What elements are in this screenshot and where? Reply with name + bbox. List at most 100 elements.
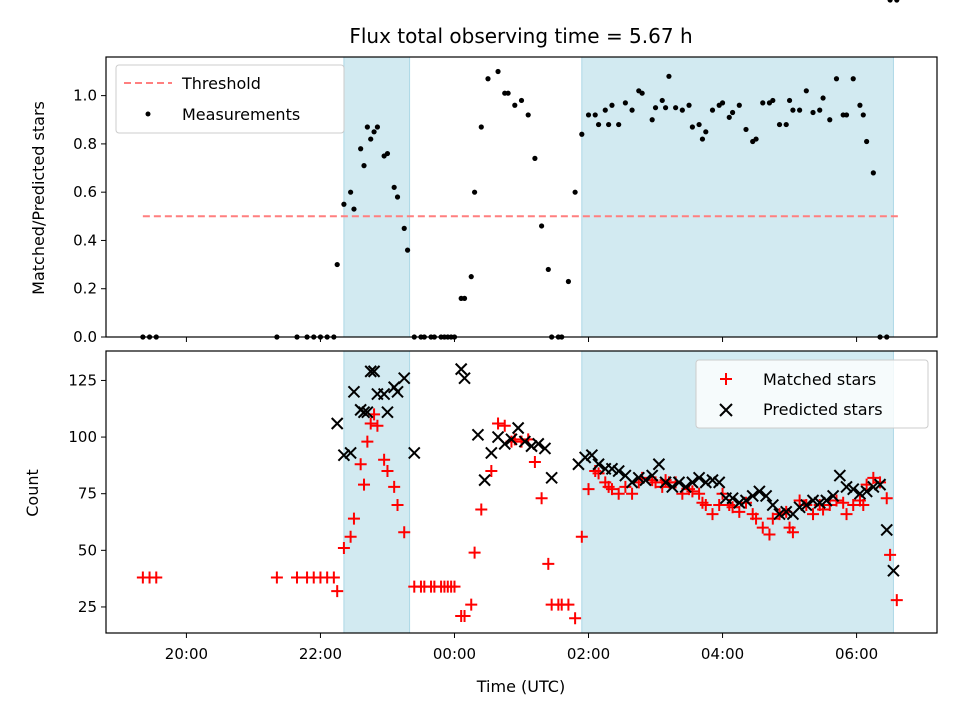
measurement-point — [495, 68, 501, 75]
predicted-star-point — [887, 564, 900, 577]
matched-star-point — [763, 528, 776, 541]
measurement-point — [803, 88, 809, 94]
measurement-point — [696, 121, 702, 128]
measurement-point — [652, 105, 659, 111]
measurement-point — [699, 136, 706, 142]
predicted-star-point — [699, 476, 713, 489]
measurement-point — [864, 138, 870, 145]
matched-star-point — [626, 487, 639, 500]
matched-star-point — [542, 557, 555, 570]
predicted-star-point — [806, 494, 820, 507]
matched-star-point — [290, 571, 303, 584]
measurement-point — [887, 0, 893, 3]
measurement-point — [374, 124, 381, 130]
predicted-star-point — [518, 435, 532, 448]
chart-title: Flux total observing time = 5.67 h — [349, 24, 692, 48]
matched-star-point — [448, 580, 461, 593]
measurement-point — [797, 107, 803, 113]
predicted-star-point — [347, 385, 361, 398]
predicted-star-point — [672, 476, 686, 489]
matched-star-point — [150, 571, 163, 584]
measurement-point — [468, 274, 474, 280]
matched-star-point — [468, 546, 481, 559]
measurement-point — [709, 107, 716, 113]
measurement-point — [686, 102, 692, 108]
measurement-point — [384, 150, 391, 157]
matched-star-point — [750, 512, 763, 525]
measurement-point — [539, 223, 545, 229]
predicted-star-point — [652, 458, 666, 471]
top-legend: Threshold Measurements — [115, 64, 345, 134]
matched-star-point — [388, 480, 401, 493]
matched-star-point — [837, 496, 850, 509]
legend-threshold-label: Threshold — [181, 74, 261, 93]
top-legend-box — [115, 64, 345, 134]
predicted-star-point — [632, 471, 645, 485]
predicted-star-point — [337, 448, 351, 462]
measurement-point — [471, 189, 478, 195]
matched-star-point — [693, 487, 706, 500]
predicted-star-point — [867, 480, 880, 494]
predicted-star-point — [793, 501, 806, 514]
matched-star-point — [867, 471, 880, 484]
predicted-star-point — [357, 405, 371, 419]
measurement-point — [478, 124, 484, 130]
measurement-point — [843, 112, 850, 118]
predicted-star-point — [330, 417, 344, 430]
legend-matched-label: Matched stars — [763, 370, 876, 389]
matched-star-point — [371, 419, 384, 432]
predicted-star-point — [726, 492, 739, 505]
measurement-point — [609, 102, 615, 108]
matched-star-point — [807, 508, 820, 521]
matched-star-point — [327, 571, 340, 584]
predicted-star-point — [391, 385, 404, 398]
measurement-point — [579, 131, 585, 137]
predicted-star-point — [873, 478, 887, 491]
measurement-point — [358, 146, 364, 152]
measurement-point — [616, 121, 622, 128]
measurement-point — [673, 105, 679, 111]
matched-star-point — [344, 530, 357, 543]
predicted-star-point — [780, 505, 793, 519]
predicted-star-point — [659, 476, 672, 489]
matched-star-point — [398, 526, 411, 539]
legend-predicted-swatch — [719, 403, 733, 417]
matched-star-point — [528, 455, 541, 468]
matched-star-point — [756, 521, 769, 534]
top-panel: 0.0 0.2 0.4 0.6 0.8 1.0 — [73, 0, 938, 346]
matched-star-point — [884, 548, 897, 561]
matched-star-point — [361, 435, 374, 448]
x-tick-label: 20:00 — [165, 645, 208, 663]
matched-star-point — [699, 499, 712, 512]
predicted-star-point — [666, 480, 679, 494]
bottom-panel-y-axis-label: Count — [23, 469, 42, 517]
bottom-legend: Matched stars Predicted stars — [695, 359, 929, 429]
matched-star-point — [498, 419, 511, 432]
predicted-star-point — [592, 458, 605, 471]
predicted-star-point — [498, 437, 511, 451]
measurement-point — [894, 0, 900, 3]
predicted-star-point — [377, 387, 391, 401]
measurement-point — [760, 100, 766, 106]
measurement-point — [860, 112, 866, 118]
predicted-star-point — [766, 498, 780, 512]
matched-star-point — [706, 508, 719, 521]
matched-star-point — [592, 467, 605, 480]
x-tick-label: 06:00 — [835, 645, 878, 663]
matched-star-point — [465, 598, 478, 611]
measurement-point — [679, 107, 685, 113]
measurement-point — [565, 278, 572, 285]
measurement-point — [770, 97, 776, 104]
measurement-point — [525, 112, 531, 118]
x-tick-label: 00:00 — [433, 645, 476, 663]
predicted-star-point — [800, 498, 813, 512]
measurement-point — [783, 121, 789, 128]
predicted-star-point — [847, 482, 860, 496]
predicted-star-point — [511, 421, 525, 435]
matched-star-point — [840, 508, 853, 521]
measurement-point — [662, 105, 669, 111]
predicted-star-point — [853, 487, 867, 500]
measurement-point — [334, 261, 340, 268]
predicted-star-point — [525, 439, 538, 453]
top-y-tick-label: 0.6 — [73, 183, 97, 201]
